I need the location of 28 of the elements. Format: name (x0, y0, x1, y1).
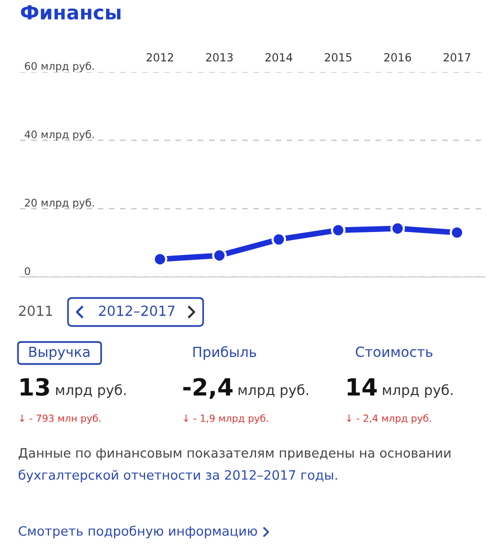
x-tick-label: 2013 (206, 53, 233, 62)
text: бухгалтерской отчетности за 2012–2017 годы. (18, 470, 337, 482)
y-tick-label: 20 млрд руб. (24, 198, 94, 209)
y-tick-label: 60 млрд руб. (24, 62, 94, 72)
text: Выручка (29, 346, 90, 360)
x-tick-label: 2015 (324, 53, 352, 62)
x-tick-label: 2014 (265, 53, 292, 62)
text: 14 (348, 378, 377, 396)
y-tick-label: 40 млрд руб. (24, 130, 94, 140)
text: Прибыль (193, 346, 256, 360)
text: ↓ - 1,9 млрд руб. (184, 414, 268, 424)
text: ↓ - 793 млн руб. (20, 414, 100, 424)
text: Стоимость (356, 346, 432, 358)
text: 13 (20, 378, 49, 396)
text: млрд руб. (383, 384, 452, 398)
x-tick-label: 2017 (444, 53, 470, 62)
text: млрд руб. (238, 384, 308, 398)
x-tick-label: 2012 (146, 53, 174, 62)
text: ↓ - 2,4 млрд руб. (346, 414, 431, 424)
text: -2,4 (183, 378, 233, 399)
y-tick-label: 0 (24, 267, 30, 275)
text: Смотреть подробную информацию (18, 526, 257, 538)
x-tick-label: 2016 (384, 53, 412, 62)
text: 2012–2017 (99, 306, 174, 316)
text: Данные по финансовым показателям приведены на основании (18, 448, 450, 460)
text: 2011 (19, 306, 52, 316)
text: млрд руб. (56, 384, 126, 398)
chart-title: Финансы (20, 5, 120, 20)
